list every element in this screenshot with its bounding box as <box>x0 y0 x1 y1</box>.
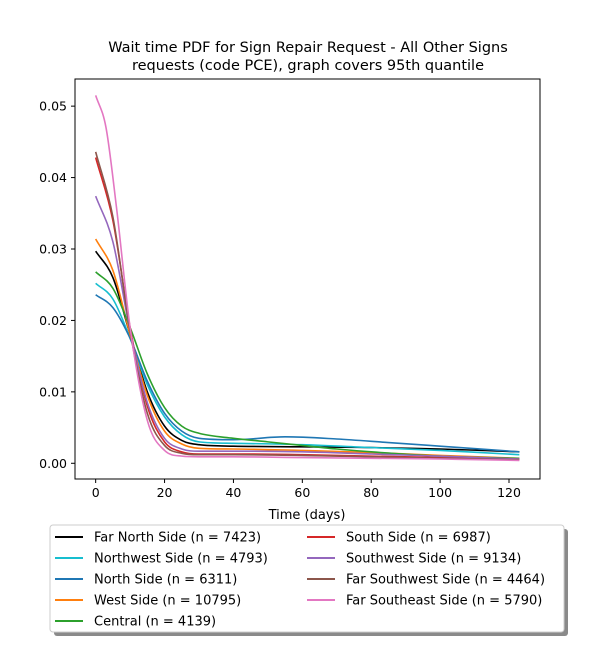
y-tick-label: 0.05 <box>39 99 67 114</box>
series-line-6 <box>94 195 520 460</box>
y-tick-label: 0.02 <box>39 313 67 328</box>
legend-label: Far Southwest Side (n = 4464) <box>346 573 545 588</box>
x-tick-label: 20 <box>157 485 173 500</box>
y-axis-ticks: 0.00 0.01 0.02 0.03 0.04 0.05 <box>39 99 75 471</box>
chart-title-line2: requests (code PCE), graph covers 95th q… <box>132 58 484 74</box>
series-line-8 <box>94 95 520 462</box>
x-tick-label: 80 <box>363 485 379 500</box>
x-tick-label: 40 <box>225 485 241 500</box>
y-tick-label: 0.03 <box>39 242 67 257</box>
x-tick-label: 100 <box>428 485 452 500</box>
series-line-3 <box>94 238 520 460</box>
x-axis-label: Time (days) <box>268 508 346 523</box>
legend-label: Southwest Side (n = 9134) <box>346 552 521 567</box>
series-line-7 <box>94 151 520 461</box>
legend-items: Far North Side (n = 7423) Northwest Side … <box>55 531 545 630</box>
legend-label: Far Southeast Side (n = 5790) <box>346 594 542 609</box>
series-line-4 <box>95 271 520 460</box>
series-line-2 <box>95 294 520 453</box>
legend-label: Central (n = 4139) <box>94 615 216 630</box>
plot-lines <box>94 95 520 462</box>
legend-label: Far North Side (n = 7423) <box>94 531 261 546</box>
legend-label: North Side (n = 6311) <box>94 573 237 588</box>
legend-label: Northwest Side (n = 4793) <box>94 552 268 567</box>
plot-frame <box>74 78 541 480</box>
x-axis-ticks: 0 20 40 60 80 100 120 <box>92 479 521 500</box>
legend-label: West Side (n = 10795) <box>94 594 241 609</box>
series-line-5 <box>94 157 520 460</box>
y-tick-label: 0.01 <box>39 384 67 399</box>
y-tick-label: 0.04 <box>39 170 67 185</box>
x-tick-label: 0 <box>92 485 100 500</box>
chart-title-line1: Wait time PDF for Sign Repair Request - … <box>108 40 508 56</box>
x-tick-label: 120 <box>497 485 521 500</box>
y-tick-label: 0.00 <box>39 456 67 471</box>
legend-label: South Side (n = 6987) <box>346 531 491 546</box>
legend: Far North Side (n = 7423) Northwest Side … <box>49 524 568 636</box>
x-tick-label: 60 <box>294 485 310 500</box>
